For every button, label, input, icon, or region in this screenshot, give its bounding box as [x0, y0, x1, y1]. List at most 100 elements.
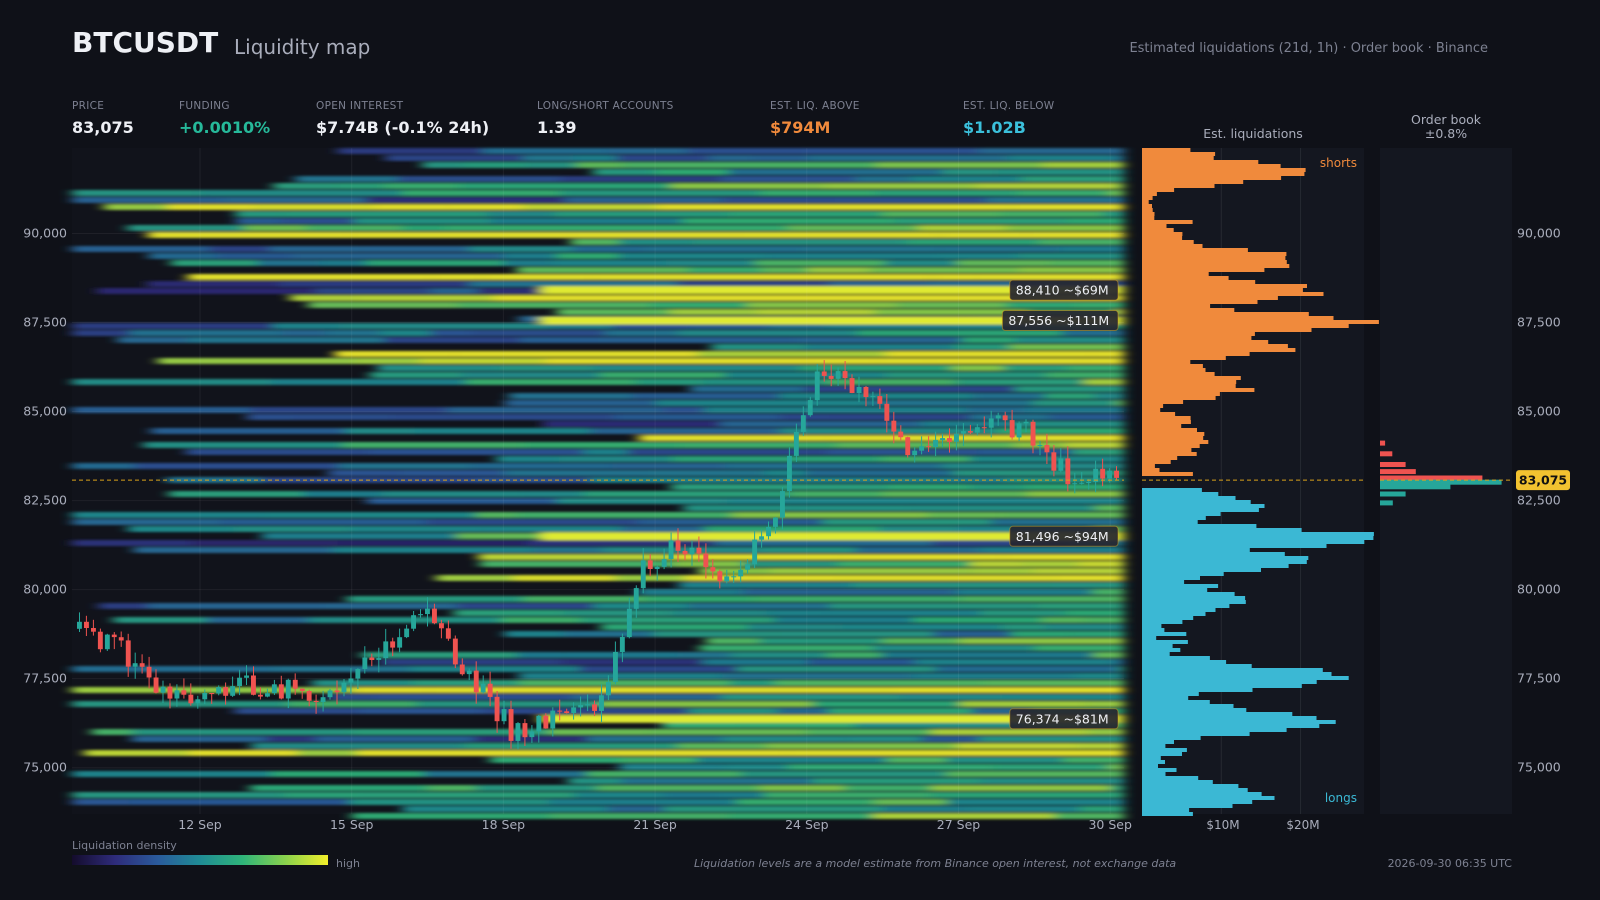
- heat-band: [686, 232, 738, 238]
- heat-band: [1115, 400, 1124, 406]
- candle-body: [912, 450, 918, 456]
- heat-band: [564, 197, 723, 203]
- heat-band: [560, 176, 721, 182]
- heat-band: [971, 568, 1033, 574]
- heat-band: [402, 806, 608, 812]
- stat-value: +0.0010%: [179, 118, 271, 137]
- heat-band: [910, 176, 1021, 182]
- liq-bar-short: [1142, 400, 1184, 404]
- heat-band: [699, 645, 874, 651]
- candle-body: [738, 569, 744, 577]
- heat-band: [622, 162, 701, 168]
- heat-band: [1000, 211, 1104, 217]
- heat-band: [986, 750, 1124, 756]
- liq-bar-long: [1142, 608, 1216, 612]
- heat-band: [717, 792, 764, 798]
- heat-band: [719, 421, 921, 427]
- heat-band: [1002, 694, 1118, 700]
- liq-bar-long: [1142, 560, 1307, 564]
- heat-band: [72, 463, 135, 469]
- liq-bar-long: [1142, 776, 1199, 780]
- heat-band: [447, 407, 663, 413]
- heat-band: [921, 736, 979, 742]
- heat-band: [235, 211, 283, 217]
- heat-band: [857, 330, 1062, 336]
- liq-bar-short: [1142, 332, 1255, 336]
- liq-bar-long: [1142, 684, 1302, 688]
- liq-bar-long: [1142, 664, 1252, 668]
- liq-bar-short: [1142, 196, 1153, 200]
- liq-bar-short: [1142, 204, 1152, 208]
- heat-band: [381, 491, 524, 497]
- heat-band: [794, 337, 962, 343]
- heat-band: [481, 526, 622, 532]
- heat-band: [787, 225, 918, 231]
- candle-body: [773, 517, 778, 527]
- heat-band: [379, 330, 431, 336]
- candle-body: [710, 567, 716, 572]
- heat-band: [453, 610, 564, 616]
- candle-body: [1016, 423, 1022, 438]
- heat-band: [564, 652, 678, 658]
- heat-band: [416, 701, 600, 707]
- heat-band: [1085, 617, 1124, 623]
- heat-band: [708, 155, 755, 161]
- candle-body: [905, 437, 911, 456]
- candle-body: [369, 657, 375, 660]
- heat-band: [1091, 351, 1124, 357]
- candle-body: [619, 637, 625, 652]
- heat-band: [767, 323, 825, 329]
- heat-band: [430, 330, 472, 336]
- liq-bar-short: [1142, 460, 1171, 464]
- heat-band: [385, 155, 523, 161]
- heat-band: [880, 526, 958, 532]
- heat-band: [500, 617, 580, 623]
- heat-band: [1051, 260, 1124, 266]
- liq-bar-long: [1142, 616, 1194, 620]
- liq-bar-short: [1142, 440, 1209, 444]
- orderbook-ask: [1380, 451, 1393, 457]
- stat-label: OPEN INTEREST: [316, 100, 404, 112]
- orderbook-ask: [1380, 440, 1386, 446]
- heat-band: [561, 659, 703, 665]
- heat-band: [656, 400, 868, 406]
- heat-band: [598, 337, 795, 343]
- candle-body: [800, 415, 806, 432]
- heat-band: [883, 806, 968, 812]
- liq-bar-long: [1142, 516, 1206, 520]
- heat-band: [628, 449, 827, 455]
- liq-bar-short: [1142, 368, 1206, 372]
- candle-body: [557, 710, 563, 712]
- heat-band-strong: [540, 316, 1124, 325]
- current-price-badge: 83,075: [1516, 470, 1570, 491]
- heat-band: [384, 337, 520, 343]
- heat-band: [583, 449, 629, 455]
- liquidations-histogram: [1142, 148, 1379, 816]
- candle-body: [585, 704, 590, 706]
- heat-band: [518, 673, 723, 679]
- candle-body: [1030, 421, 1036, 446]
- heat-band: [803, 204, 1011, 210]
- heat-band: [103, 204, 168, 210]
- heat-band: [127, 225, 244, 231]
- heat-band: [727, 498, 913, 504]
- candle-body: [606, 682, 611, 696]
- candle-body: [1072, 483, 1078, 485]
- candle-body: [898, 431, 904, 438]
- candle-body: [787, 455, 792, 492]
- heat-band: [219, 519, 426, 525]
- heat-band: [72, 323, 273, 329]
- heat-band: [280, 218, 354, 224]
- heat-band: [637, 519, 823, 525]
- stat-open-interest: OPEN INTEREST $7.74B (-0.1% 24h): [316, 100, 489, 137]
- heat-band: [131, 736, 267, 742]
- liq-bar-short: [1142, 312, 1309, 316]
- heat-band: [647, 596, 753, 602]
- heat-band: [72, 246, 210, 252]
- heat-band: [1091, 589, 1124, 595]
- liq-bar-short: [1142, 412, 1176, 416]
- heat-band: [704, 526, 881, 532]
- liq-bar-short: [1142, 340, 1269, 344]
- heat-band: [147, 603, 321, 609]
- heat-band: [351, 813, 550, 819]
